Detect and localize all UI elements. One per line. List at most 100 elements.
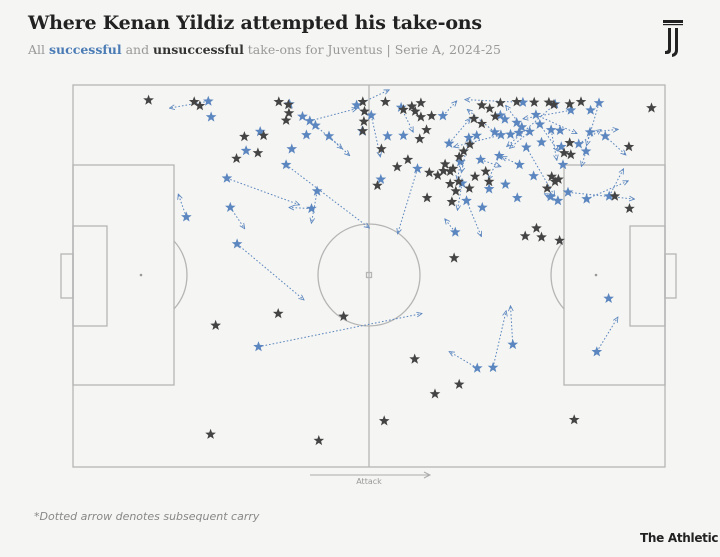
successful-take-on-star-37	[489, 126, 501, 137]
unsuccessful-take-on-star-49	[432, 169, 444, 180]
carry-arrow-3	[356, 90, 389, 106]
juventus-logo-icon	[663, 20, 683, 57]
successful-take-on-star-43	[534, 118, 546, 129]
carry-arrow-66	[586, 181, 628, 200]
unsuccessful-take-on-star-29	[646, 102, 657, 113]
take-on-markers	[143, 94, 657, 446]
unsuccessful-take-on-star-3	[273, 96, 285, 107]
unsuccessful-take-on-star-41	[424, 167, 435, 178]
carry-arrow-34	[458, 183, 463, 209]
unsuccessful-take-on-star-81	[313, 435, 325, 446]
successful-take-on-star-75	[253, 341, 264, 352]
successful-take-on-star-59	[500, 178, 511, 189]
successful-take-on-star-13	[516, 121, 528, 132]
successful-take-on-star-39	[499, 113, 511, 124]
unsuccessful-take-on-star-62	[553, 173, 564, 184]
carry-arrow-46	[578, 130, 601, 145]
unsuccessful-take-on-star-72	[519, 230, 531, 241]
unsuccessful-take-on-star-7	[239, 131, 250, 142]
subtitle-prefix: All	[28, 42, 49, 57]
successful-take-on-star-60	[512, 192, 523, 203]
carry-arrow-0	[170, 100, 209, 108]
unsuccessful-take-on-star-24	[528, 96, 540, 107]
carry-arrow-78	[492, 311, 506, 368]
unsuccessful-take-on-star-80	[378, 415, 390, 426]
unsuccessful-take-on-star-60	[546, 171, 557, 182]
unsuccessful-take-on-star-51	[480, 165, 491, 176]
unsuccessful-take-on-star-73	[448, 252, 460, 263]
successful-take-on-star-42	[524, 126, 535, 137]
unsuccessful-take-on-star-55	[450, 185, 462, 196]
carry-arrow-20	[309, 109, 357, 122]
successful-take-on-star-57	[483, 183, 495, 194]
carry-arrow-13	[506, 106, 523, 128]
subtitle-and: and	[121, 42, 154, 57]
successful-take-on-star-0	[203, 95, 214, 106]
unsuccessful-take-on-star-54	[453, 176, 464, 187]
successful-take-on-star-73	[603, 292, 614, 303]
unsuccessful-take-on-star-50	[469, 171, 481, 182]
carry-arrow-37	[468, 110, 496, 133]
unsuccessful-take-on-star-66	[623, 141, 635, 152]
subtitle-suffix: take-ons for Juventus | Serie A, 2024-25	[243, 42, 501, 57]
carry-arrow-25	[285, 164, 369, 228]
carry-arrow-35	[461, 137, 470, 172]
successful-take-on-star-47	[580, 145, 592, 156]
unsuccessful-take-on-star-57	[464, 182, 475, 193]
successful-take-on-star-29	[375, 173, 387, 184]
carry-arrow-70	[226, 177, 299, 204]
unsuccessful-take-on-star-13	[358, 115, 370, 126]
attack-label: Attack	[356, 477, 382, 486]
unsuccessful-take-on-star-10	[283, 99, 294, 110]
unsuccessful-take-on-star-64	[558, 147, 570, 158]
successful-take-on-star-58	[461, 195, 472, 206]
successful-take-on-star-65	[562, 186, 574, 197]
unsuccessful-take-on-star-47	[447, 163, 459, 174]
successful-take-on-star-20	[304, 115, 316, 126]
successful-take-on-star-62	[552, 195, 564, 206]
successful-take-on-star-48	[599, 130, 611, 141]
unsuccessful-take-on-star-16	[398, 104, 409, 115]
carry-arrow-38	[454, 134, 502, 147]
carry-arrow-58	[466, 200, 482, 236]
successful-take-on-star-31	[412, 163, 423, 174]
successful-take-on-star-50	[554, 124, 566, 135]
carry-arrow-43	[539, 124, 558, 150]
successful-take-on-star-22	[323, 130, 335, 141]
successful-take-on-star-6	[517, 96, 529, 107]
unsuccessful-take-on-star-1	[188, 96, 200, 107]
successful-take-on-star-49	[584, 126, 596, 137]
right-six-yard-box	[629, 225, 666, 327]
unsuccessful-take-on-star-19	[415, 97, 427, 108]
unsuccessful-take-on-star-14	[357, 125, 369, 136]
unsuccessful-take-on-star-30	[468, 113, 480, 124]
successful-take-on-star-11	[593, 97, 605, 108]
successful-take-on-star-56	[493, 150, 505, 161]
unsuccessful-take-on-star-8	[231, 153, 242, 164]
unsuccessful-take-on-star-5	[280, 114, 292, 125]
unsuccessful-take-on-star-18	[409, 105, 421, 116]
successful-take-on-star-24	[254, 126, 266, 137]
successful-take-on-star-66	[581, 193, 592, 204]
right-penalty-spot	[594, 273, 598, 277]
successful-take-on-star-72	[231, 238, 243, 249]
successful-take-on-star-68	[181, 211, 192, 222]
successful-take-on-star-32	[455, 156, 466, 167]
successful-take-on-star-55	[514, 159, 525, 170]
unsuccessful-take-on-star-83	[210, 319, 221, 330]
successful-take-on-star-74	[591, 346, 603, 357]
unsuccessful-take-on-star-25	[543, 96, 555, 107]
brand-logo: The Athletic	[640, 531, 719, 545]
successful-take-on-star-7	[530, 109, 542, 120]
unsuccessful-take-on-star-63	[564, 137, 575, 148]
carry-arrow-9	[523, 109, 571, 118]
successful-take-on-star-26	[311, 185, 323, 196]
unsuccessful-take-on-star-71	[554, 235, 565, 246]
carry-arrow-42	[510, 131, 531, 148]
successful-take-on-star-51	[521, 141, 532, 152]
carry-arrow-23	[315, 125, 341, 148]
unsuccessful-take-on-star-82	[205, 428, 216, 439]
successful-take-on-star-36	[475, 154, 486, 165]
unsuccessful-take-on-star-27	[564, 98, 575, 109]
